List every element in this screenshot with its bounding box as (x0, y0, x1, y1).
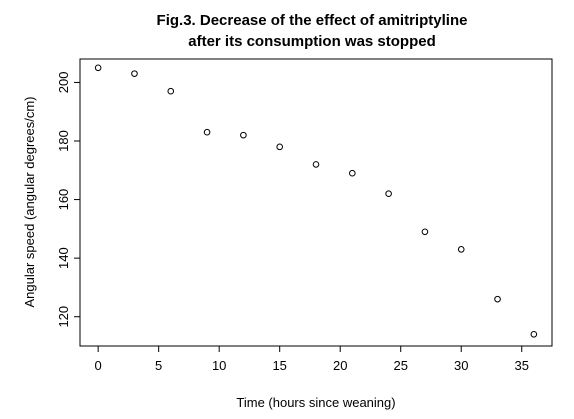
data-point (167, 87, 175, 95)
data-point (421, 228, 429, 236)
data-point (349, 169, 356, 177)
y-tick-label: 160 (56, 189, 71, 211)
data-point (276, 143, 283, 151)
x-tick-label: 15 (272, 358, 286, 373)
data-point (530, 330, 538, 338)
y-axis: 120 140 160 180 200 (56, 72, 80, 328)
x-tick-label: 35 (515, 358, 529, 373)
y-tick-label: 120 (56, 306, 71, 328)
data-point (494, 295, 501, 303)
data-point (385, 190, 392, 198)
data-points (94, 64, 538, 338)
x-tick-label: 25 (393, 358, 407, 373)
plot-frame (79, 58, 553, 347)
data-point (457, 246, 465, 253)
y-tick-label: 140 (56, 247, 71, 269)
data-point (240, 131, 247, 139)
y-tick-label: 180 (56, 130, 71, 152)
x-axis: 0 5 10 15 20 25 30 35 (95, 346, 529, 373)
x-tick-label: 30 (454, 358, 468, 373)
x-axis-label: Time (hours since weaning) (236, 395, 395, 410)
data-point (312, 161, 320, 168)
chart-title-line-1: Fig.3. Decrease of the effect of amitrip… (157, 12, 468, 29)
x-tick-label: 10 (212, 358, 226, 373)
x-tick-label: 5 (155, 358, 162, 373)
data-point (131, 70, 138, 77)
x-tick-label: 0 (95, 358, 102, 373)
y-tick-label: 200 (56, 72, 71, 94)
data-point (203, 128, 211, 136)
chart-title-line-2: after its consumption was stopped (188, 33, 436, 50)
data-point (94, 64, 102, 72)
y-axis-label: Angular speed (angular degrees/cm) (22, 96, 37, 307)
x-tick-label: 20 (333, 358, 347, 373)
